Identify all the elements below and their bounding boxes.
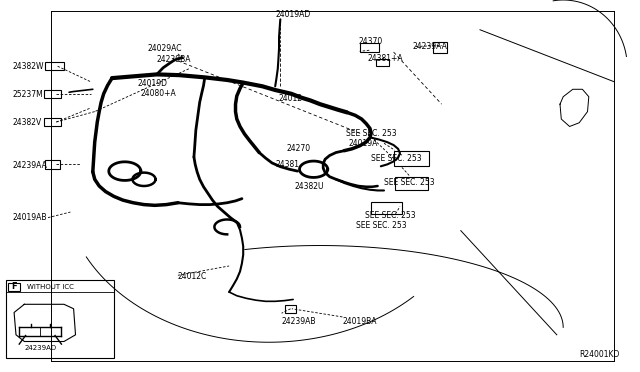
Text: 24270: 24270: [287, 144, 311, 153]
Text: 25237M: 25237M: [13, 90, 44, 99]
Bar: [44, 118, 61, 126]
Bar: [45, 62, 64, 70]
Bar: [371, 202, 402, 214]
Text: 24080+A: 24080+A: [141, 89, 177, 98]
Text: 24019D: 24019D: [138, 79, 168, 88]
Text: SEE SEC. 253: SEE SEC. 253: [365, 211, 415, 220]
Text: 24019AB: 24019AB: [13, 213, 47, 222]
Text: 24370: 24370: [358, 37, 383, 46]
Bar: [376, 59, 389, 66]
Text: 24381: 24381: [275, 160, 300, 169]
Text: 24012C: 24012C: [178, 272, 207, 280]
Text: 24019BA: 24019BA: [342, 317, 377, 326]
Text: 24239AA: 24239AA: [13, 161, 47, 170]
Text: 24239AB: 24239AB: [282, 317, 316, 326]
Text: 24239AD: 24239AD: [24, 345, 56, 351]
Text: WITHOUT ICC: WITHOUT ICC: [27, 284, 74, 290]
Bar: [8, 283, 20, 291]
Text: 24382U: 24382U: [294, 182, 324, 190]
Bar: [44, 90, 61, 98]
Text: SEE SEC. 253: SEE SEC. 253: [356, 221, 406, 230]
Text: F: F: [12, 282, 17, 291]
Bar: [285, 305, 296, 313]
Bar: [45, 160, 60, 169]
Text: R24001KD: R24001KD: [579, 350, 620, 359]
Text: 24029AC: 24029AC: [147, 44, 182, 53]
Bar: [433, 42, 447, 53]
Text: SEE SEC. 253: SEE SEC. 253: [371, 154, 422, 163]
Text: 24239AA: 24239AA: [413, 42, 447, 51]
Text: 24381+A: 24381+A: [368, 54, 404, 63]
Bar: [395, 177, 428, 190]
Text: 24239BA: 24239BA: [157, 55, 191, 64]
Bar: [394, 151, 429, 166]
Text: SEE SEC. 253: SEE SEC. 253: [346, 129, 396, 138]
Bar: [360, 43, 379, 52]
Text: 24012: 24012: [278, 94, 302, 103]
Bar: [6, 280, 114, 358]
Text: 24019A: 24019A: [349, 139, 378, 148]
Text: 24382V: 24382V: [13, 118, 42, 127]
Text: SEE SEC. 253: SEE SEC. 253: [384, 178, 435, 187]
Text: 24019AD: 24019AD: [275, 10, 310, 19]
Text: 24382W: 24382W: [13, 62, 44, 71]
